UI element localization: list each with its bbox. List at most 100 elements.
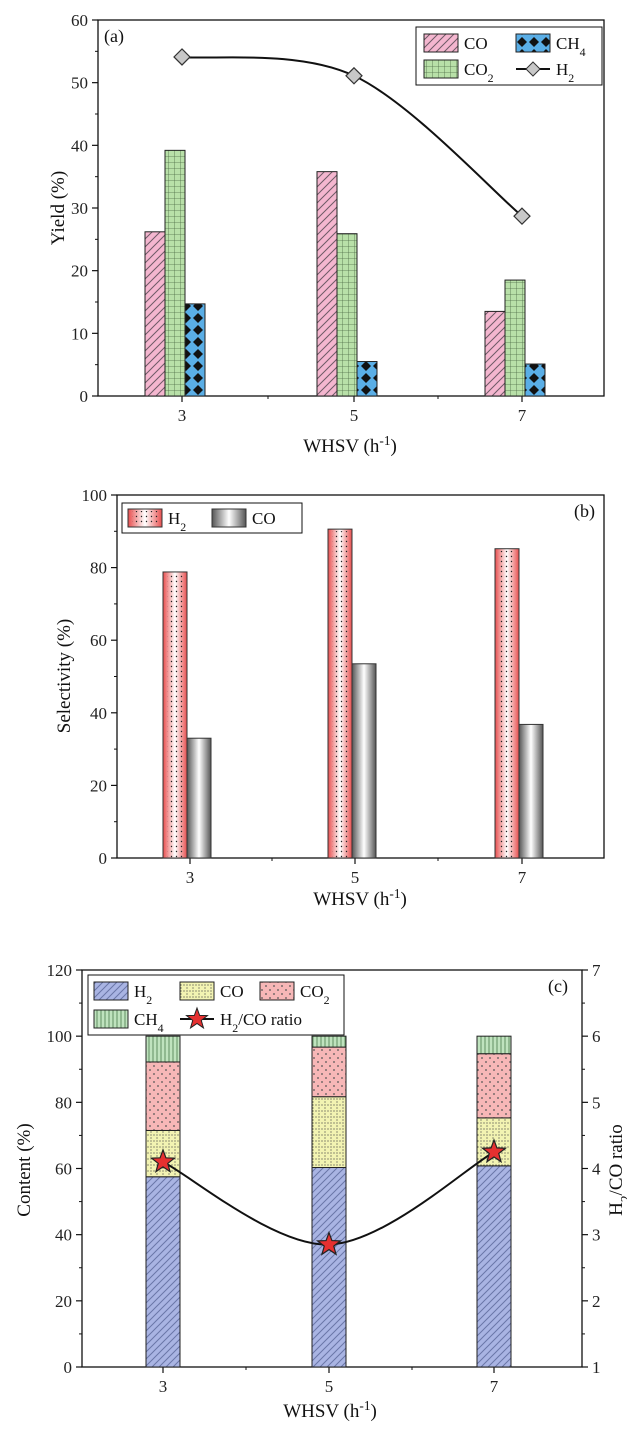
y2-tick-label-c: 5 <box>592 1093 601 1112</box>
y-tick-label-c: 0 <box>64 1358 73 1377</box>
legend-a-label: CH4 <box>556 34 586 59</box>
y2-tick-label-c: 1 <box>592 1358 601 1377</box>
bar-c-2-0 <box>145 1061 181 1131</box>
legend-b-label-1: CO <box>252 509 276 528</box>
legend-a-label: H2 <box>556 60 574 85</box>
legend-c-label: CH4 <box>134 1010 164 1035</box>
y-tick-label-b: 80 <box>90 559 107 578</box>
y2-tick-label-c: 2 <box>592 1292 601 1311</box>
chart-c: 0 20 40 60 80 100 120 1 2 3 4 5 6 7 3 5 7 WHSV (h-1) Conte… <box>14 961 627 1422</box>
y-tick-label-b: 100 <box>82 486 108 505</box>
legend-a-marker <box>525 61 541 77</box>
y-tick-label-c: 100 <box>47 1027 73 1046</box>
y-tick-label-b: 40 <box>90 704 107 723</box>
bar-c-0-2 <box>476 1165 512 1368</box>
bar-c-2-1 <box>311 1046 347 1098</box>
legend-b-label-0: H2 <box>168 509 186 534</box>
bar-a-2-1 <box>356 361 378 397</box>
y2-tick-label-c: 7 <box>592 961 601 980</box>
y-tick-label-b: 20 <box>90 776 107 795</box>
point-h2-a-2 <box>513 207 531 225</box>
legend-a-swatch <box>423 59 459 79</box>
x-tick-label-c: 3 <box>159 1377 168 1396</box>
y-tick-label-a: 50 <box>71 74 88 93</box>
legend-c-swatch <box>93 981 129 1001</box>
x-tick-label-c: 7 <box>490 1377 499 1396</box>
bar-b-1-1 <box>351 663 377 859</box>
y-tick-label-c: 60 <box>55 1160 72 1179</box>
point-ratio-c-2 <box>480 1138 508 1164</box>
x-axis-label-a: WHSV (h-1) <box>303 433 397 458</box>
chart-b: 0 20 40 60 80 100 3 5 7 WHSV (h-1) Selectivity (%)… <box>54 486 605 911</box>
point-ratio-c-0 <box>149 1148 177 1173</box>
y-tick-label-c: 40 <box>55 1226 72 1245</box>
bar-a-0-1 <box>316 171 338 397</box>
y-tick-label-a: 40 <box>71 136 88 155</box>
legend-b-swatch-1 <box>211 508 247 528</box>
legend-a-label: CO2 <box>464 60 494 85</box>
y2-tick-label-c: 6 <box>592 1027 601 1046</box>
y-axis-label-a: Yield (%) <box>48 171 69 245</box>
legend-a-swatch <box>423 33 459 53</box>
legend-a-label: CO <box>464 34 488 53</box>
legend-c-swatch <box>93 1009 129 1029</box>
legend-c-label: CO <box>220 982 244 1001</box>
bar-b-1-0 <box>186 737 212 859</box>
legend-c <box>87 974 345 1036</box>
legend-c-swatch <box>259 981 295 1001</box>
panel-label-a: (a) <box>104 26 124 47</box>
bar-c-0-0 <box>145 1176 181 1368</box>
y-tick-label-c: 80 <box>55 1093 72 1112</box>
point-ratio-c-1 <box>315 1230 343 1256</box>
legend-c-marker <box>185 1006 209 1030</box>
legend-a-swatch <box>515 33 551 53</box>
panel-label-c: (c) <box>548 976 568 997</box>
y-tick-label-b: 0 <box>99 849 108 868</box>
point-h2-a-0 <box>173 48 191 66</box>
chart-a: 0 10 20 30 40 50 60 3 5 7 WHSV (h-1) Yield (%) (a) CO… <box>48 11 605 458</box>
bar-a-1-0 <box>164 149 186 397</box>
bar-a-2-2 <box>524 363 546 397</box>
y-tick-label-a: 20 <box>71 262 88 281</box>
x-tick-label-a: 3 <box>178 406 187 425</box>
panel-label-b: (b) <box>574 501 595 522</box>
y-axis-label-b: Selectivity (%) <box>54 619 75 734</box>
y-tick-label-a: 30 <box>71 199 88 218</box>
bar-b-0-dots-0 <box>167 573 183 858</box>
x-tick-label-b: 3 <box>186 868 195 887</box>
bar-b-1-2 <box>518 723 544 859</box>
x-tick-label-b: 7 <box>518 868 527 887</box>
bar-a-1-1 <box>336 233 358 397</box>
y2-tick-label-c: 3 <box>592 1226 601 1245</box>
x-tick-label-b: 5 <box>351 868 360 887</box>
x-tick-label-a: 5 <box>350 406 359 425</box>
bar-a-0-2 <box>484 310 506 397</box>
legend-c-label: H2 <box>134 982 152 1007</box>
bar-c-3-0 <box>145 1035 181 1063</box>
legend-c-swatch <box>179 981 215 1001</box>
y-tick-label-b: 60 <box>90 631 107 650</box>
x-axis-label-b: WHSV (h-1) <box>313 886 407 911</box>
x-axis-label-c: WHSV (h-1) <box>283 1398 377 1423</box>
x-tick-label-c: 5 <box>325 1377 334 1396</box>
bar-c-3-1 <box>311 1035 347 1048</box>
y-axis-label-c: Content (%) <box>14 1123 35 1216</box>
y-tick-label-c: 20 <box>55 1292 72 1311</box>
legend-c-label: H2/CO ratio <box>220 1010 302 1035</box>
y-tick-label-a: 60 <box>71 11 88 30</box>
legend-b-swatch-0-dots <box>132 511 158 525</box>
point-h2-a-1 <box>345 66 363 85</box>
bar-a-0-0 <box>144 231 166 397</box>
bar-a-2-0 <box>184 303 206 397</box>
bar-c-0-1 <box>311 1167 347 1368</box>
legend-c-label: CO2 <box>300 982 330 1007</box>
y-tick-label-c: 120 <box>47 961 73 980</box>
bar-a-1-2 <box>504 279 526 397</box>
bar-b-0-dots-2 <box>499 550 515 858</box>
bar-c-3-2 <box>476 1035 512 1055</box>
y-tick-label-a: 10 <box>71 324 88 343</box>
bar-c-1-1 <box>311 1096 347 1169</box>
y-tick-label-a: 0 <box>80 387 89 406</box>
y2-tick-label-c: 4 <box>592 1160 601 1179</box>
